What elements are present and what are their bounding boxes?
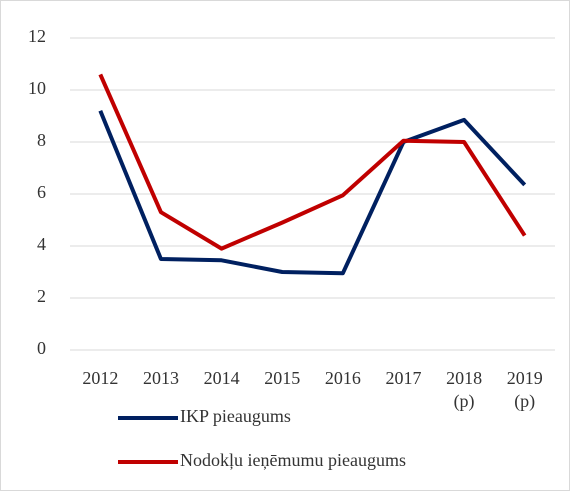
x-tick-label: 2015 (264, 368, 300, 388)
x-tick-label: 2012 (82, 368, 118, 388)
x-tick-label: 2016 (325, 368, 361, 388)
y-tick-label: 10 (28, 78, 46, 98)
y-tick-label: 2 (37, 286, 46, 306)
series-line (98, 73, 527, 251)
x-tick-label: 2013 (143, 368, 179, 388)
y-tick-label: 0 (37, 338, 46, 358)
y-tick-label: 4 (37, 234, 46, 254)
x-tick-label: 2019 (p) (507, 368, 543, 412)
legend-label: Nodokļu ieņēmumu pieaugums (180, 450, 406, 470)
x-tick-label: 2017 (385, 368, 421, 388)
y-tick-label: 12 (28, 26, 46, 46)
series-line (98, 110, 527, 276)
y-tick-label: 6 (37, 182, 46, 202)
legend-label: IKP pieaugums (180, 406, 291, 426)
y-tick-label: 8 (37, 130, 46, 150)
x-tick-label: 2018 (p) (446, 368, 482, 412)
x-tick-label: 2014 (204, 368, 240, 388)
